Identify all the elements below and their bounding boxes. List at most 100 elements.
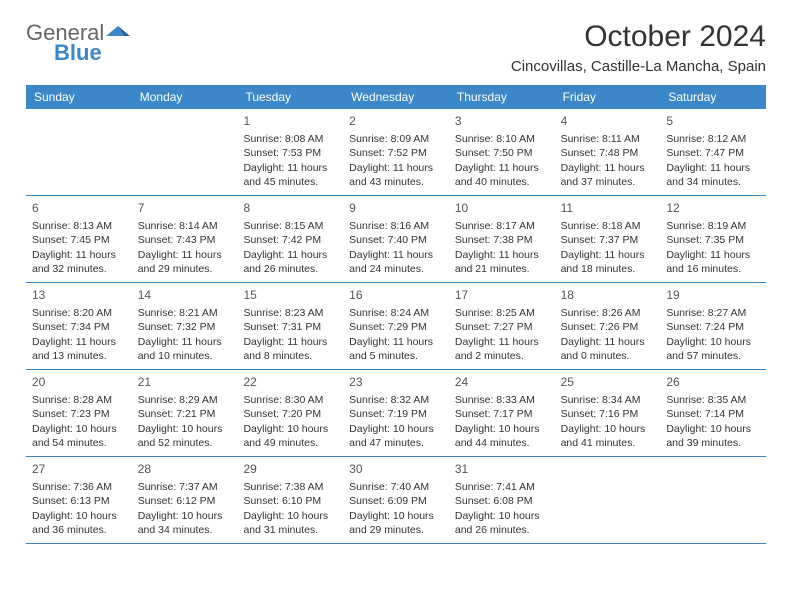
day-number: 23 (349, 374, 443, 390)
day-cell: 30Sunrise: 7:40 AMSunset: 6:09 PMDayligh… (343, 457, 449, 543)
calendar: SundayMondayTuesdayWednesdayThursdayFrid… (26, 85, 766, 544)
day-number: 1 (243, 113, 337, 129)
day-number: 10 (455, 200, 549, 216)
daylight-line: Daylight: 11 hours and 24 minutes. (349, 248, 443, 276)
sunrise-line: Sunrise: 8:28 AM (32, 393, 126, 407)
day-cell: 4Sunrise: 8:11 AMSunset: 7:48 PMDaylight… (555, 109, 661, 195)
sunrise-line: Sunrise: 7:40 AM (349, 480, 443, 494)
sunrise-line: Sunrise: 8:19 AM (666, 219, 760, 233)
sunset-line: Sunset: 7:17 PM (455, 407, 549, 421)
daylight-line: Daylight: 10 hours and 41 minutes. (561, 422, 655, 450)
daylight-line: Daylight: 11 hours and 32 minutes. (32, 248, 126, 276)
daylight-line: Daylight: 11 hours and 0 minutes. (561, 335, 655, 363)
sunset-line: Sunset: 7:40 PM (349, 233, 443, 247)
weekday-header: Sunday (26, 85, 132, 109)
week-row: 20Sunrise: 8:28 AMSunset: 7:23 PMDayligh… (26, 370, 766, 457)
day-cell: 21Sunrise: 8:29 AMSunset: 7:21 PMDayligh… (132, 370, 238, 456)
day-number: 22 (243, 374, 337, 390)
sunset-line: Sunset: 7:23 PM (32, 407, 126, 421)
day-cell: 17Sunrise: 8:25 AMSunset: 7:27 PMDayligh… (449, 283, 555, 369)
daylight-line: Daylight: 10 hours and 31 minutes. (243, 509, 337, 537)
sunset-line: Sunset: 7:32 PM (138, 320, 232, 334)
daylight-line: Daylight: 10 hours and 47 minutes. (349, 422, 443, 450)
daylight-line: Daylight: 11 hours and 26 minutes. (243, 248, 337, 276)
day-number: 17 (455, 287, 549, 303)
day-number: 7 (138, 200, 232, 216)
day-cell: 29Sunrise: 7:38 AMSunset: 6:10 PMDayligh… (237, 457, 343, 543)
daylight-line: Daylight: 11 hours and 10 minutes. (138, 335, 232, 363)
day-number: 31 (455, 461, 549, 477)
daylight-line: Daylight: 10 hours and 57 minutes. (666, 335, 760, 363)
sunrise-line: Sunrise: 8:20 AM (32, 306, 126, 320)
daylight-line: Daylight: 10 hours and 49 minutes. (243, 422, 337, 450)
sunrise-line: Sunrise: 8:15 AM (243, 219, 337, 233)
day-cell: 14Sunrise: 8:21 AMSunset: 7:32 PMDayligh… (132, 283, 238, 369)
sunrise-line: Sunrise: 8:33 AM (455, 393, 549, 407)
sunset-line: Sunset: 7:53 PM (243, 146, 337, 160)
day-number: 16 (349, 287, 443, 303)
weekday-header: Friday (555, 85, 661, 109)
daylight-line: Daylight: 11 hours and 43 minutes. (349, 161, 443, 189)
day-number: 5 (666, 113, 760, 129)
day-cell: 7Sunrise: 8:14 AMSunset: 7:43 PMDaylight… (132, 196, 238, 282)
week-row: 27Sunrise: 7:36 AMSunset: 6:13 PMDayligh… (26, 457, 766, 544)
sunrise-line: Sunrise: 8:24 AM (349, 306, 443, 320)
day-cell: 10Sunrise: 8:17 AMSunset: 7:38 PMDayligh… (449, 196, 555, 282)
sunset-line: Sunset: 7:35 PM (666, 233, 760, 247)
day-number: 18 (561, 287, 655, 303)
day-cell: 2Sunrise: 8:09 AMSunset: 7:52 PMDaylight… (343, 109, 449, 195)
week-row: 13Sunrise: 8:20 AMSunset: 7:34 PMDayligh… (26, 283, 766, 370)
day-number: 24 (455, 374, 549, 390)
location: Cincovillas, Castille-La Mancha, Spain (511, 58, 766, 75)
sunset-line: Sunset: 7:34 PM (32, 320, 126, 334)
day-number: 4 (561, 113, 655, 129)
daylight-line: Daylight: 11 hours and 34 minutes. (666, 161, 760, 189)
sunset-line: Sunset: 7:42 PM (243, 233, 337, 247)
day-cell: 5Sunrise: 8:12 AMSunset: 7:47 PMDaylight… (660, 109, 766, 195)
sunrise-line: Sunrise: 8:21 AM (138, 306, 232, 320)
sunrise-line: Sunrise: 8:11 AM (561, 132, 655, 146)
day-number: 21 (138, 374, 232, 390)
sunset-line: Sunset: 7:29 PM (349, 320, 443, 334)
weekday-header: Saturday (660, 85, 766, 109)
daylight-line: Daylight: 10 hours and 34 minutes. (138, 509, 232, 537)
sunset-line: Sunset: 7:19 PM (349, 407, 443, 421)
day-cell: 25Sunrise: 8:34 AMSunset: 7:16 PMDayligh… (555, 370, 661, 456)
sunrise-line: Sunrise: 7:41 AM (455, 480, 549, 494)
title-block: October 2024 Cincovillas, Castille-La Ma… (511, 20, 766, 75)
daylight-line: Daylight: 11 hours and 45 minutes. (243, 161, 337, 189)
sunrise-line: Sunrise: 8:35 AM (666, 393, 760, 407)
sunset-line: Sunset: 6:12 PM (138, 494, 232, 508)
day-number: 12 (666, 200, 760, 216)
sunrise-line: Sunrise: 8:17 AM (455, 219, 549, 233)
sunset-line: Sunset: 7:45 PM (32, 233, 126, 247)
daylight-line: Daylight: 11 hours and 29 minutes. (138, 248, 232, 276)
sunset-line: Sunset: 6:10 PM (243, 494, 337, 508)
sunrise-line: Sunrise: 8:10 AM (455, 132, 549, 146)
day-cell: 22Sunrise: 8:30 AMSunset: 7:20 PMDayligh… (237, 370, 343, 456)
week-row: 1Sunrise: 8:08 AMSunset: 7:53 PMDaylight… (26, 109, 766, 196)
daylight-line: Daylight: 10 hours and 36 minutes. (32, 509, 126, 537)
day-number: 26 (666, 374, 760, 390)
daylight-line: Daylight: 10 hours and 52 minutes. (138, 422, 232, 450)
week-row: 6Sunrise: 8:13 AMSunset: 7:45 PMDaylight… (26, 196, 766, 283)
day-cell: 6Sunrise: 8:13 AMSunset: 7:45 PMDaylight… (26, 196, 132, 282)
day-cell: 28Sunrise: 7:37 AMSunset: 6:12 PMDayligh… (132, 457, 238, 543)
daylight-line: Daylight: 10 hours and 44 minutes. (455, 422, 549, 450)
sunset-line: Sunset: 6:09 PM (349, 494, 443, 508)
day-number: 28 (138, 461, 232, 477)
sunset-line: Sunset: 7:20 PM (243, 407, 337, 421)
header: General Blue October 2024 Cincovillas, C… (26, 20, 766, 75)
sunrise-line: Sunrise: 8:09 AM (349, 132, 443, 146)
daylight-line: Daylight: 10 hours and 29 minutes. (349, 509, 443, 537)
sunrise-line: Sunrise: 8:18 AM (561, 219, 655, 233)
daylight-line: Daylight: 10 hours and 26 minutes. (455, 509, 549, 537)
day-cell: 31Sunrise: 7:41 AMSunset: 6:08 PMDayligh… (449, 457, 555, 543)
day-cell: 13Sunrise: 8:20 AMSunset: 7:34 PMDayligh… (26, 283, 132, 369)
day-cell: 26Sunrise: 8:35 AMSunset: 7:14 PMDayligh… (660, 370, 766, 456)
sunset-line: Sunset: 7:52 PM (349, 146, 443, 160)
day-cell: 15Sunrise: 8:23 AMSunset: 7:31 PMDayligh… (237, 283, 343, 369)
daylight-line: Daylight: 11 hours and 16 minutes. (666, 248, 760, 276)
sunrise-line: Sunrise: 8:13 AM (32, 219, 126, 233)
sunset-line: Sunset: 7:24 PM (666, 320, 760, 334)
